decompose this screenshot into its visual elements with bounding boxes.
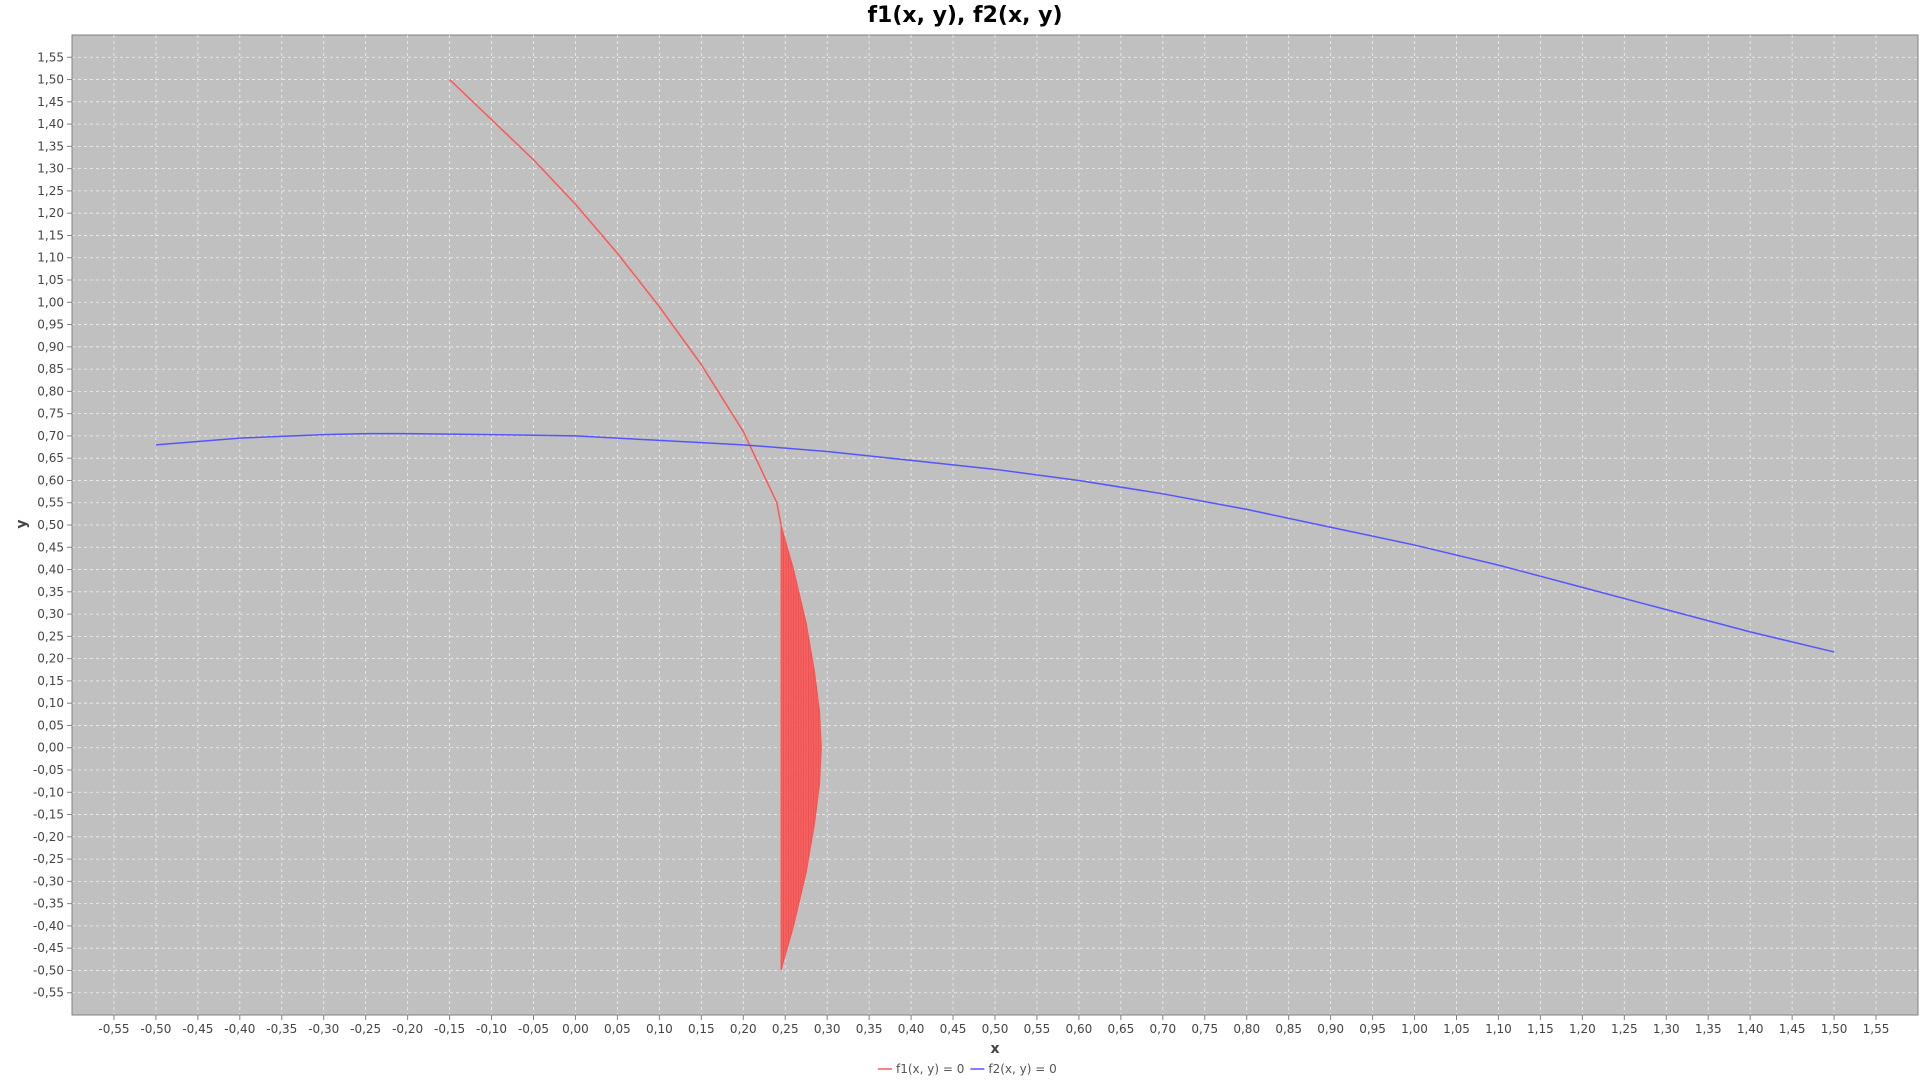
y-tick-label: 0,85: [37, 362, 64, 376]
x-axis-title: x: [990, 1041, 999, 1057]
legend-label-1: f1(x, y) = 0: [896, 1062, 964, 1076]
x-tick-label: 1,05: [1443, 1022, 1470, 1036]
x-tick-label: 1,25: [1611, 1022, 1638, 1036]
y-tick-label: 0,65: [37, 451, 64, 465]
x-tick-label: 0,50: [982, 1022, 1009, 1036]
y-tick-label: -0,05: [33, 763, 64, 777]
y-tick-label: -0,25: [33, 852, 64, 866]
y-tick-label: 0,40: [37, 563, 64, 577]
series-2-line: [155, 432, 1835, 653]
x-tick-label: 1,45: [1779, 1022, 1806, 1036]
x-tick-label: 1,10: [1485, 1022, 1512, 1036]
y-tick-label: 1,45: [37, 95, 64, 109]
legend-label-2: f2(x, y) = 0: [988, 1062, 1056, 1076]
y-tick-label: 1,10: [37, 251, 64, 265]
y-tick-label: 0,80: [37, 384, 64, 398]
y-tick-label: 1,00: [37, 295, 64, 309]
x-tick-label: -0,20: [392, 1022, 423, 1036]
y-tick-label: 0,50: [37, 518, 64, 532]
x-tick-label: 1,00: [1401, 1022, 1428, 1036]
y-tick-label: 1,35: [37, 139, 64, 153]
grid: [72, 35, 1918, 1015]
x-tick-label: 1,50: [1821, 1022, 1848, 1036]
y-tick-label: 0,35: [37, 585, 64, 599]
x-tick-label: 0,70: [1149, 1022, 1176, 1036]
x-tick-label: -0,15: [434, 1022, 465, 1036]
y-tick-label: 0,10: [37, 696, 64, 710]
y-tick-label: 0,15: [37, 674, 64, 688]
x-tick-label: -0,55: [98, 1022, 129, 1036]
x-tick-label: 0,40: [898, 1022, 925, 1036]
chart-title: f1(x, y), f2(x, y): [867, 3, 1062, 28]
x-tick-label: 0,65: [1108, 1022, 1135, 1036]
x-tick-label: 0,10: [646, 1022, 673, 1036]
y-tick-label: 1,40: [37, 117, 64, 131]
x-tick-label: 0,90: [1317, 1022, 1344, 1036]
y-tick-label: 0,05: [37, 718, 64, 732]
y-tick-label: -0,10: [33, 785, 64, 799]
y-tick-label: -0,50: [33, 963, 64, 977]
series-2: [155, 432, 1835, 653]
y-tick-label: 1,50: [37, 73, 64, 87]
y-tick-label: 0,75: [37, 407, 64, 421]
y-tick-label: 0,45: [37, 540, 64, 554]
y-tick-label: 0,30: [37, 607, 64, 621]
x-tick-label: 0,45: [940, 1022, 967, 1036]
y-tick-label: 1,20: [37, 206, 64, 220]
y-tick-label: 1,25: [37, 184, 64, 198]
x-tick-label: 1,40: [1737, 1022, 1764, 1036]
y-tick-label: -0,20: [33, 830, 64, 844]
x-tick-label: 1,35: [1695, 1022, 1722, 1036]
x-tick-label: -0,50: [140, 1022, 171, 1036]
y-tick-label: 0,90: [37, 340, 64, 354]
x-tick-label: -0,45: [182, 1022, 213, 1036]
x-tick-label: -0,05: [518, 1022, 549, 1036]
x-tick-label: -0,10: [476, 1022, 507, 1036]
y-tick-label: -0,15: [33, 808, 64, 822]
y-tick-label: 0,00: [37, 741, 64, 755]
x-tick-label: 0,35: [856, 1022, 883, 1036]
x-tick-label: 0,60: [1066, 1022, 1093, 1036]
y-tick-label: -0,40: [33, 919, 64, 933]
x-tick-label: 1,55: [1863, 1022, 1890, 1036]
x-tick-label: 0,05: [604, 1022, 631, 1036]
series-1-line: [449, 79, 782, 526]
x-tick-label: 0,85: [1275, 1022, 1302, 1036]
x-tick-label: 0,15: [688, 1022, 715, 1036]
x-tick-label: 0,75: [1191, 1022, 1218, 1036]
y-tick-label: -0,30: [33, 874, 64, 888]
x-tick-label: 0,00: [562, 1022, 589, 1036]
x-tick-label: 0,80: [1233, 1022, 1260, 1036]
y-tick-label: 1,30: [37, 162, 64, 176]
x-tick-label: -0,25: [350, 1022, 381, 1036]
y-tick-label: 0,95: [37, 318, 64, 332]
x-tick-label: 1,30: [1653, 1022, 1680, 1036]
x-tick-label: 1,15: [1527, 1022, 1554, 1036]
y-tick-label: 0,25: [37, 629, 64, 643]
y-axis-title: y: [14, 519, 30, 528]
x-tick-label: -0,40: [224, 1022, 255, 1036]
y-tick-label: 1,15: [37, 228, 64, 242]
y-tick-label: 1,55: [37, 50, 64, 64]
y-tick-label: -0,35: [33, 897, 64, 911]
y-tick-label: 0,70: [37, 429, 64, 443]
y-tick-label: 1,05: [37, 273, 64, 287]
x-tick-label: 1,20: [1569, 1022, 1596, 1036]
legend: f1(x, y) = 0 f2(x, y) = 0: [878, 1062, 1057, 1076]
x-tick-label: 0,30: [814, 1022, 841, 1036]
y-tick-label: 0,55: [37, 496, 64, 510]
x-tick-label: -0,30: [308, 1022, 339, 1036]
x-tick-label: 0,20: [730, 1022, 757, 1036]
y-tick-label: -0,55: [33, 986, 64, 1000]
y-tick-label: 0,20: [37, 652, 64, 666]
x-tick-label: 0,25: [772, 1022, 799, 1036]
x-tick-label: 0,55: [1024, 1022, 1051, 1036]
x-tick-label: -0,35: [266, 1022, 297, 1036]
y-tick-label: -0,45: [33, 941, 64, 955]
x-tick-label: 0,95: [1359, 1022, 1386, 1036]
axes: -0,55 -0,50 -0,45 -0,40 -0,35 -0,30 -0,25 -0,20…: [33, 35, 1918, 1036]
y-tick-label: 0,60: [37, 473, 64, 487]
